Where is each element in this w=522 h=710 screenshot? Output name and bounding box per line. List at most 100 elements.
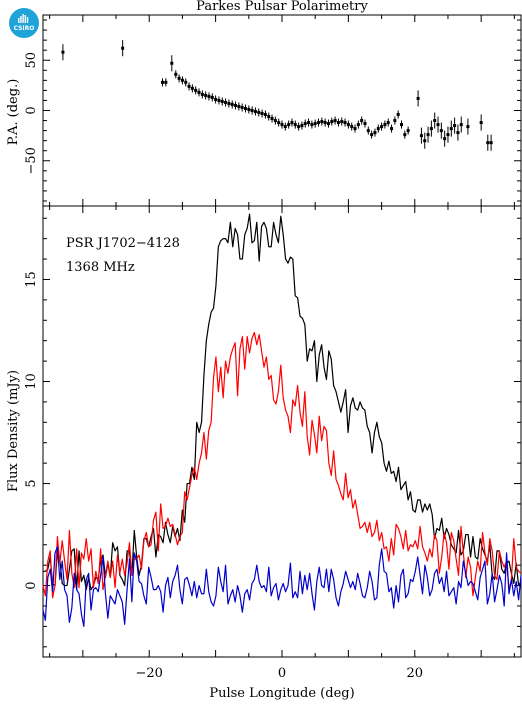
pa-point: [416, 90, 420, 107]
pa-marker: [363, 122, 367, 126]
pa-point: [61, 44, 65, 61]
pa-marker: [429, 127, 433, 131]
pa-point: [346, 120, 350, 129]
pa-marker: [174, 72, 178, 76]
pa-marker: [290, 121, 294, 125]
pa-point: [330, 117, 334, 126]
pa-point: [121, 40, 125, 57]
pa-marker: [204, 93, 208, 97]
pa-point: [436, 116, 440, 133]
pa-marker: [224, 100, 228, 104]
pa-marker: [297, 125, 301, 129]
pa-marker: [466, 125, 470, 129]
pa-point: [161, 78, 164, 87]
pa-point: [184, 78, 188, 87]
pa-point: [479, 114, 483, 131]
pa-marker: [184, 80, 188, 84]
pa-marker: [459, 123, 463, 127]
pa-point: [336, 118, 340, 127]
pa-point: [307, 118, 311, 127]
pa-point: [320, 117, 324, 126]
pa-point: [426, 126, 430, 143]
pa-point: [350, 122, 354, 131]
pa-point: [293, 120, 297, 129]
pa-marker: [267, 115, 271, 119]
pa-point: [489, 134, 493, 151]
pa-marker: [61, 50, 65, 54]
pa-point: [250, 106, 254, 115]
pa-marker: [376, 127, 380, 131]
pa-point: [396, 110, 400, 119]
pa-marker: [353, 127, 357, 131]
pa-marker: [164, 80, 168, 84]
pa-marker: [227, 101, 231, 105]
pa-point: [310, 120, 314, 129]
pa-marker: [303, 122, 307, 126]
pa-point: [303, 119, 307, 128]
pa-point: [340, 117, 344, 126]
pa-marker: [247, 107, 251, 111]
pa-point: [287, 120, 291, 129]
pa-marker: [253, 110, 257, 114]
pa-y-tick-label: 0: [24, 106, 39, 114]
pa-marker: [340, 120, 344, 124]
pa-marker: [300, 124, 304, 128]
pa-point: [210, 93, 214, 102]
pa-marker: [240, 105, 244, 109]
pa-marker: [426, 133, 430, 137]
pa-marker: [260, 112, 264, 116]
csiro-logo-text: CSIRO: [13, 25, 35, 32]
pa-point: [366, 126, 370, 135]
pa-point: [180, 76, 184, 85]
pa-marker: [180, 78, 184, 82]
pa-point: [247, 105, 251, 114]
x-tick-label: −20: [136, 666, 163, 681]
pa-point: [373, 128, 377, 137]
pa-marker: [380, 125, 384, 129]
pa-point: [486, 134, 490, 151]
pa-point: [317, 118, 321, 127]
pa-marker: [433, 119, 437, 123]
pa-marker: [217, 98, 221, 102]
pa-marker: [486, 141, 490, 145]
pa-point: [370, 130, 374, 139]
pa-point: [204, 91, 208, 100]
pa-point: [356, 120, 360, 129]
pa-point: [313, 119, 317, 128]
pa-marker: [190, 86, 194, 90]
pa-point: [297, 122, 301, 131]
pa-marker: [230, 102, 234, 106]
pa-point: [466, 118, 470, 135]
pa-marker: [200, 92, 204, 96]
pa-marker: [310, 123, 314, 127]
pa-marker: [250, 109, 254, 112]
csiro-logo-bars-icon: [18, 14, 29, 23]
pa-y-tick-label: −50: [24, 147, 39, 174]
pa-point: [326, 119, 330, 128]
pa-marker: [403, 133, 407, 137]
pa-point: [323, 118, 327, 127]
pa-marker: [343, 121, 347, 125]
pa-panel-frame: [42, 14, 522, 207]
pa-marker: [263, 113, 267, 117]
flux-y-axis-label: Flux Density (mJy): [6, 370, 21, 492]
pa-point: [197, 88, 201, 97]
pa-marker: [386, 121, 390, 125]
pa-marker: [214, 97, 218, 101]
pa-point: [177, 74, 181, 83]
pa-marker: [373, 131, 377, 135]
pa-marker: [170, 61, 174, 65]
pa-marker: [273, 119, 277, 123]
pa-marker: [416, 96, 420, 100]
pa-marker: [207, 94, 211, 98]
frequency-label: 1368 MHz: [66, 260, 135, 275]
pa-point: [403, 130, 407, 139]
pa-marker: [393, 119, 397, 123]
profile-series-line-0: [43, 213, 522, 591]
pa-marker: [360, 119, 364, 123]
pa-marker: [336, 121, 340, 125]
pa-point: [260, 109, 264, 118]
pa-marker: [489, 141, 493, 145]
pa-marker: [237, 104, 241, 108]
pa-y-axis-label: P.A. (deg.): [6, 79, 21, 146]
